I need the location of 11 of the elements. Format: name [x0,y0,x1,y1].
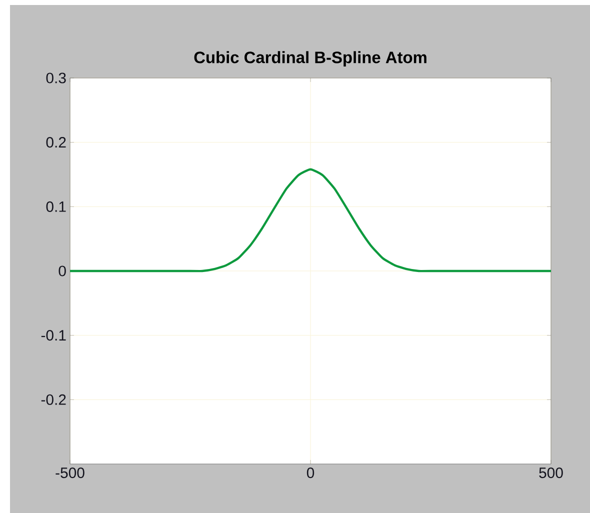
y-tick-label: 0.2 [46,137,66,148]
x-tick-label: -500 [56,468,84,478]
y-tick-label: -0.2 [41,394,66,405]
x-tick-label: 500 [539,468,563,478]
line-series [70,168,552,272]
y-tick-label: 0.3 [46,72,66,84]
y-tick-label: 0 [58,266,66,276]
x-tick-label: 0 [306,468,314,478]
chart-title: Cubic Cardinal B-Spline Atom [194,51,426,66]
y-tick-label: -0.1 [41,330,66,341]
y-tick-label: 0.1 [46,201,66,212]
